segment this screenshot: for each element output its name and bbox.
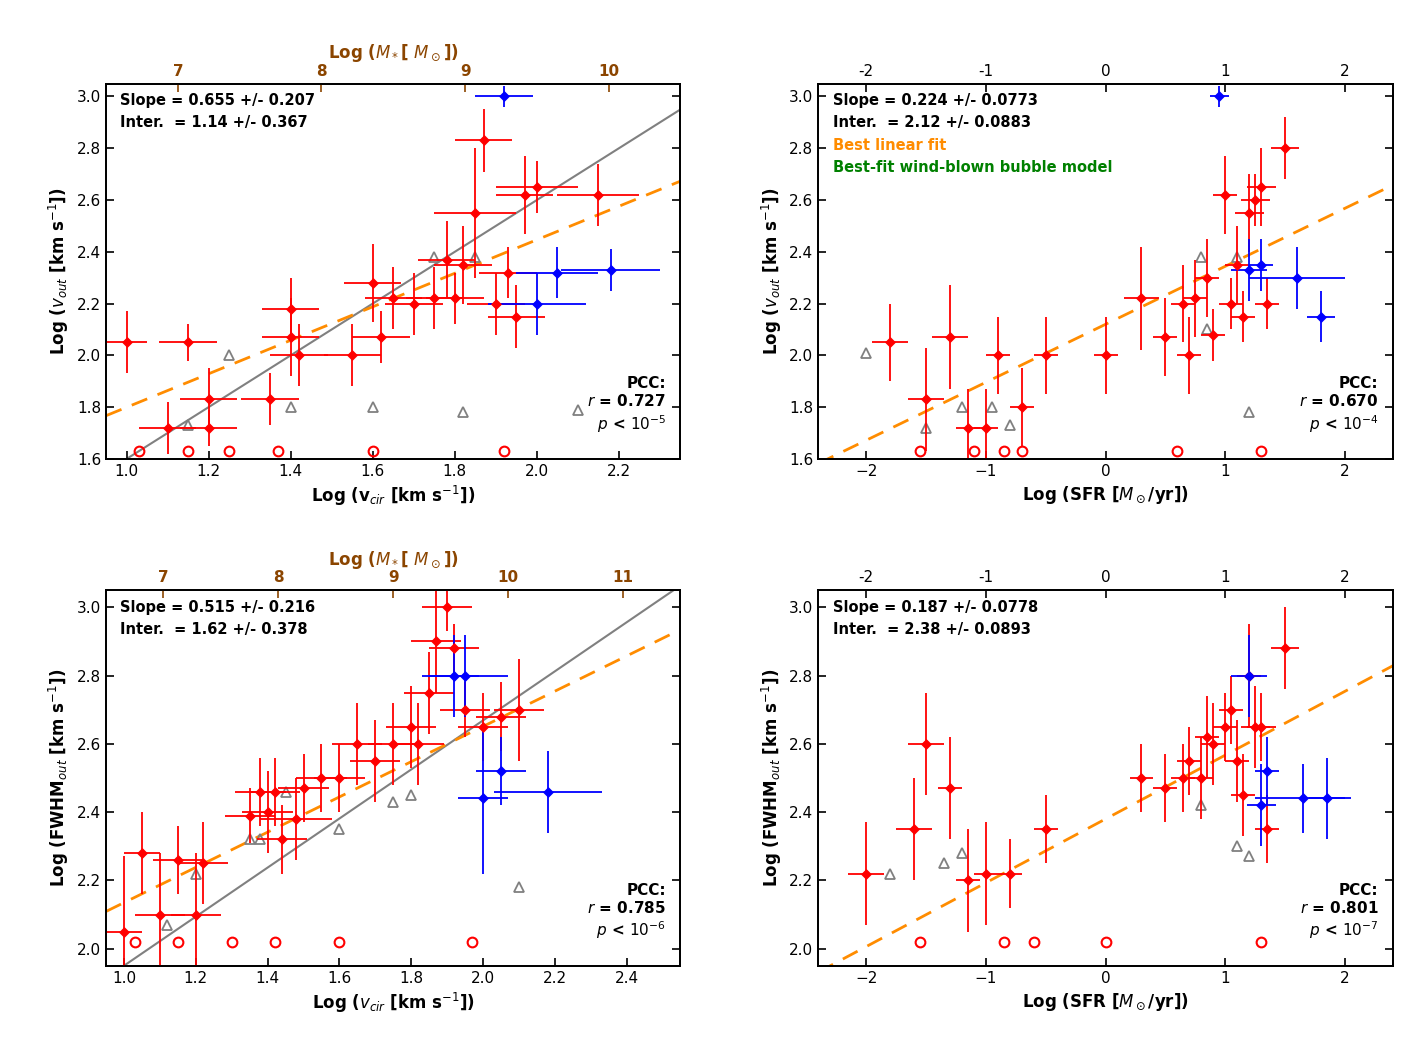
X-axis label: Log (v$_{cir}$ [km s$^{-1}$]): Log (v$_{cir}$ [km s$^{-1}$]) <box>311 484 475 508</box>
Y-axis label: Log ($v_{out}$ [km s$^{-1}$]): Log ($v_{out}$ [km s$^{-1}$]) <box>47 187 71 355</box>
X-axis label: Log (SFR [$M_\odot$/yr]): Log (SFR [$M_\odot$/yr]) <box>1022 484 1189 506</box>
Y-axis label: Log ($v_{out}$ [km s$^{-1}$]): Log ($v_{out}$ [km s$^{-1}$]) <box>759 187 783 355</box>
Text: Inter.  = 1.14 +/- 0.367: Inter. = 1.14 +/- 0.367 <box>120 116 308 130</box>
Text: PCC:
$r$ = 0.727
$p$ < $10^{-5}$: PCC: $r$ = 0.727 $p$ < $10^{-5}$ <box>587 376 666 434</box>
Y-axis label: Log (FWHM$_{out}$ [km s$^{-1}$]): Log (FWHM$_{out}$ [km s$^{-1}$]) <box>759 669 783 887</box>
Text: PCC:
$r$ = 0.785
$p$ < $10^{-6}$: PCC: $r$ = 0.785 $p$ < $10^{-6}$ <box>587 882 666 942</box>
Text: Slope = 0.224 +/- 0.0773: Slope = 0.224 +/- 0.0773 <box>833 93 1038 108</box>
Text: PCC:
$r$ = 0.801
$p$ < $10^{-7}$: PCC: $r$ = 0.801 $p$ < $10^{-7}$ <box>1299 882 1379 942</box>
Text: Inter.  = 1.62 +/- 0.378: Inter. = 1.62 +/- 0.378 <box>120 622 308 637</box>
X-axis label: Log ($v_{cir}$ [km s$^{-1}$]): Log ($v_{cir}$ [km s$^{-1}$]) <box>311 991 475 1015</box>
Text: Slope = 0.515 +/- 0.216: Slope = 0.515 +/- 0.216 <box>120 599 315 615</box>
Text: PCC:
$r$ = 0.670
$p$ < $10^{-4}$: PCC: $r$ = 0.670 $p$ < $10^{-4}$ <box>1299 376 1379 434</box>
X-axis label: Log ($M_*$[ $M_\odot$]): Log ($M_*$[ $M_\odot$]) <box>328 549 458 571</box>
Text: Inter.  = 2.12 +/- 0.0883: Inter. = 2.12 +/- 0.0883 <box>833 116 1031 130</box>
Y-axis label: Log (FWHM$_{out}$ [km s$^{-1}$]): Log (FWHM$_{out}$ [km s$^{-1}$]) <box>47 669 71 887</box>
Text: Slope = 0.655 +/- 0.207: Slope = 0.655 +/- 0.207 <box>120 93 315 108</box>
Text: Slope = 0.187 +/- 0.0778: Slope = 0.187 +/- 0.0778 <box>833 599 1038 615</box>
X-axis label: Log (SFR [$M_\odot$/yr]): Log (SFR [$M_\odot$/yr]) <box>1022 991 1189 1013</box>
Text: Best-fit wind-blown bubble model: Best-fit wind-blown bubble model <box>833 161 1113 175</box>
Text: Inter.  = 2.38 +/- 0.0893: Inter. = 2.38 +/- 0.0893 <box>833 622 1031 637</box>
Text: Best linear fit: Best linear fit <box>833 138 946 153</box>
X-axis label: Log ($M_*$[ $M_\odot$]): Log ($M_*$[ $M_\odot$]) <box>328 42 458 64</box>
